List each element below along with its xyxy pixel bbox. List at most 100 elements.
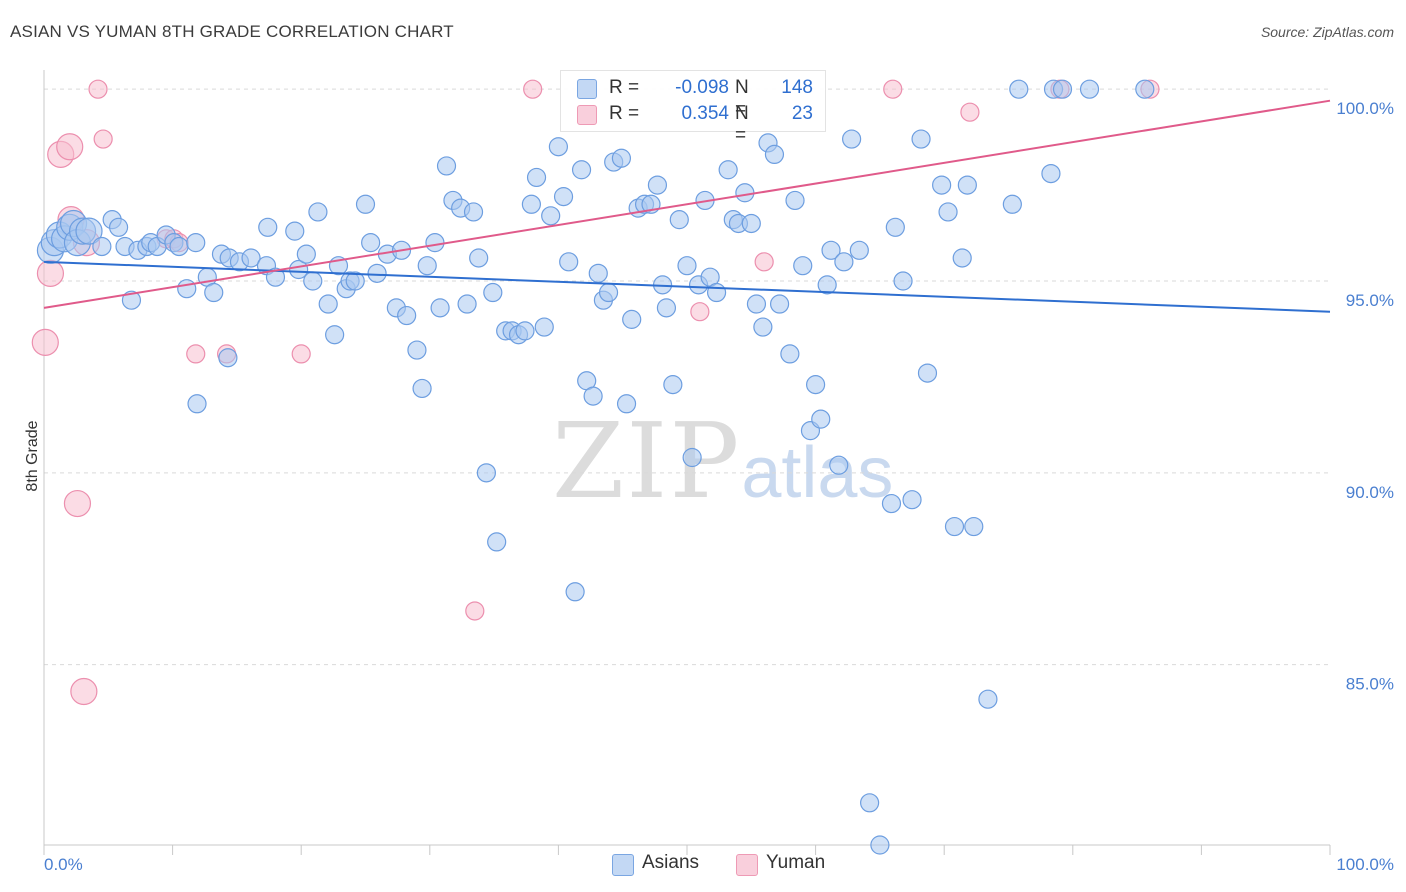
asians-point: [978, 689, 998, 709]
yuman-point: [36, 259, 65, 287]
series-asians-points: [36, 79, 1155, 855]
asians-point: [746, 294, 767, 314]
n-value: 23: [791, 103, 813, 124]
asians-point: [677, 256, 697, 276]
asians-point: [289, 259, 309, 280]
asians-point: [893, 271, 913, 291]
asians-point: [769, 294, 790, 314]
asians-point: [526, 167, 547, 188]
yuman-point: [63, 489, 92, 518]
asians-point: [571, 160, 592, 180]
asians-point: [285, 221, 305, 241]
asians-point: [881, 493, 902, 514]
asians-swatch: [577, 79, 597, 99]
yuman-swatch: [736, 854, 758, 876]
asians-point: [682, 447, 702, 468]
asians-point: [780, 344, 800, 364]
asians-point: [397, 305, 417, 326]
legend-label: Asians: [642, 852, 700, 873]
asians-point: [1041, 163, 1061, 184]
asians-point: [436, 156, 457, 176]
asians-point: [463, 202, 484, 222]
asians-point: [355, 194, 376, 214]
asians-point: [870, 835, 890, 855]
asians-point: [860, 793, 880, 813]
asians-point: [663, 375, 683, 395]
yuman-point: [186, 344, 206, 364]
legend-label: Yuman: [766, 852, 826, 873]
asians-point: [548, 137, 569, 157]
x-tick-label: 100.0%: [1336, 855, 1394, 874]
yuman-swatch: [577, 105, 597, 125]
asians-point: [303, 271, 323, 291]
yuman-point: [883, 79, 903, 99]
asians-point: [1009, 79, 1029, 99]
asians-point: [611, 148, 632, 168]
asians-point: [885, 217, 905, 237]
asians-point: [1135, 79, 1155, 99]
asians-point: [842, 129, 862, 149]
asians-point: [753, 317, 773, 337]
yuman-point: [56, 133, 84, 161]
asians-point: [647, 175, 668, 195]
r-label: R =: [609, 103, 640, 124]
stats-legend: R = -0.098 N = 148 R = 0.354 N = 23: [560, 70, 826, 146]
asians-point: [741, 213, 761, 234]
asians-trend-line: [43, 260, 1331, 313]
asians-point: [944, 516, 965, 537]
source-credit: Source: ZipAtlas.com: [1260, 24, 1394, 40]
asians-point: [849, 240, 869, 260]
asians-point: [821, 240, 841, 260]
n-value: 148: [781, 77, 813, 98]
asians-point: [938, 202, 958, 222]
grid: [44, 88, 1330, 666]
x-tick-label: 0.0%: [44, 855, 83, 874]
asians-point: [241, 248, 261, 268]
asians-point: [177, 279, 197, 299]
asians-point: [187, 394, 207, 414]
asians-point: [669, 210, 689, 230]
n-label: N =: [735, 77, 749, 120]
asians-point: [588, 263, 608, 283]
asians-point: [764, 144, 785, 165]
y-tick-label: 100.0%: [1336, 99, 1394, 118]
y-tick-label: 85.0%: [1346, 675, 1394, 694]
asians-point: [917, 363, 938, 383]
asians-point: [911, 129, 931, 149]
asians-point: [487, 532, 507, 552]
trend-lines: [43, 99, 1331, 313]
r-label: R =: [609, 77, 640, 98]
asians-point: [265, 267, 286, 287]
asians-point: [534, 317, 554, 337]
asians-point: [565, 582, 585, 602]
asians-point: [1052, 79, 1073, 99]
r-value: -0.098: [675, 77, 729, 98]
asians-point: [296, 244, 316, 264]
asians-swatch: [612, 854, 634, 876]
yuman-point: [690, 302, 710, 322]
n-label: N =: [735, 103, 749, 146]
asians-point: [204, 282, 224, 303]
asians-point: [793, 256, 813, 276]
asians-point: [559, 252, 579, 272]
yuman-point: [291, 344, 311, 364]
asians-point: [325, 325, 345, 345]
yuman-point: [465, 601, 485, 621]
asians-point: [952, 248, 972, 268]
yuman-point: [523, 79, 543, 99]
asians-point: [92, 236, 112, 257]
yuman-point: [93, 129, 113, 149]
asians-point: [902, 490, 922, 510]
asians-point: [957, 175, 977, 195]
yuman-point: [70, 677, 98, 706]
yuman-trend-line: [43, 99, 1331, 309]
asians-point: [521, 194, 541, 214]
asians-point: [169, 236, 189, 257]
asians-point: [622, 309, 642, 329]
asians-point: [811, 409, 831, 429]
asians-point: [964, 516, 984, 537]
asians-point: [616, 394, 637, 414]
yuman-point: [754, 252, 774, 272]
asians-point: [718, 160, 738, 180]
